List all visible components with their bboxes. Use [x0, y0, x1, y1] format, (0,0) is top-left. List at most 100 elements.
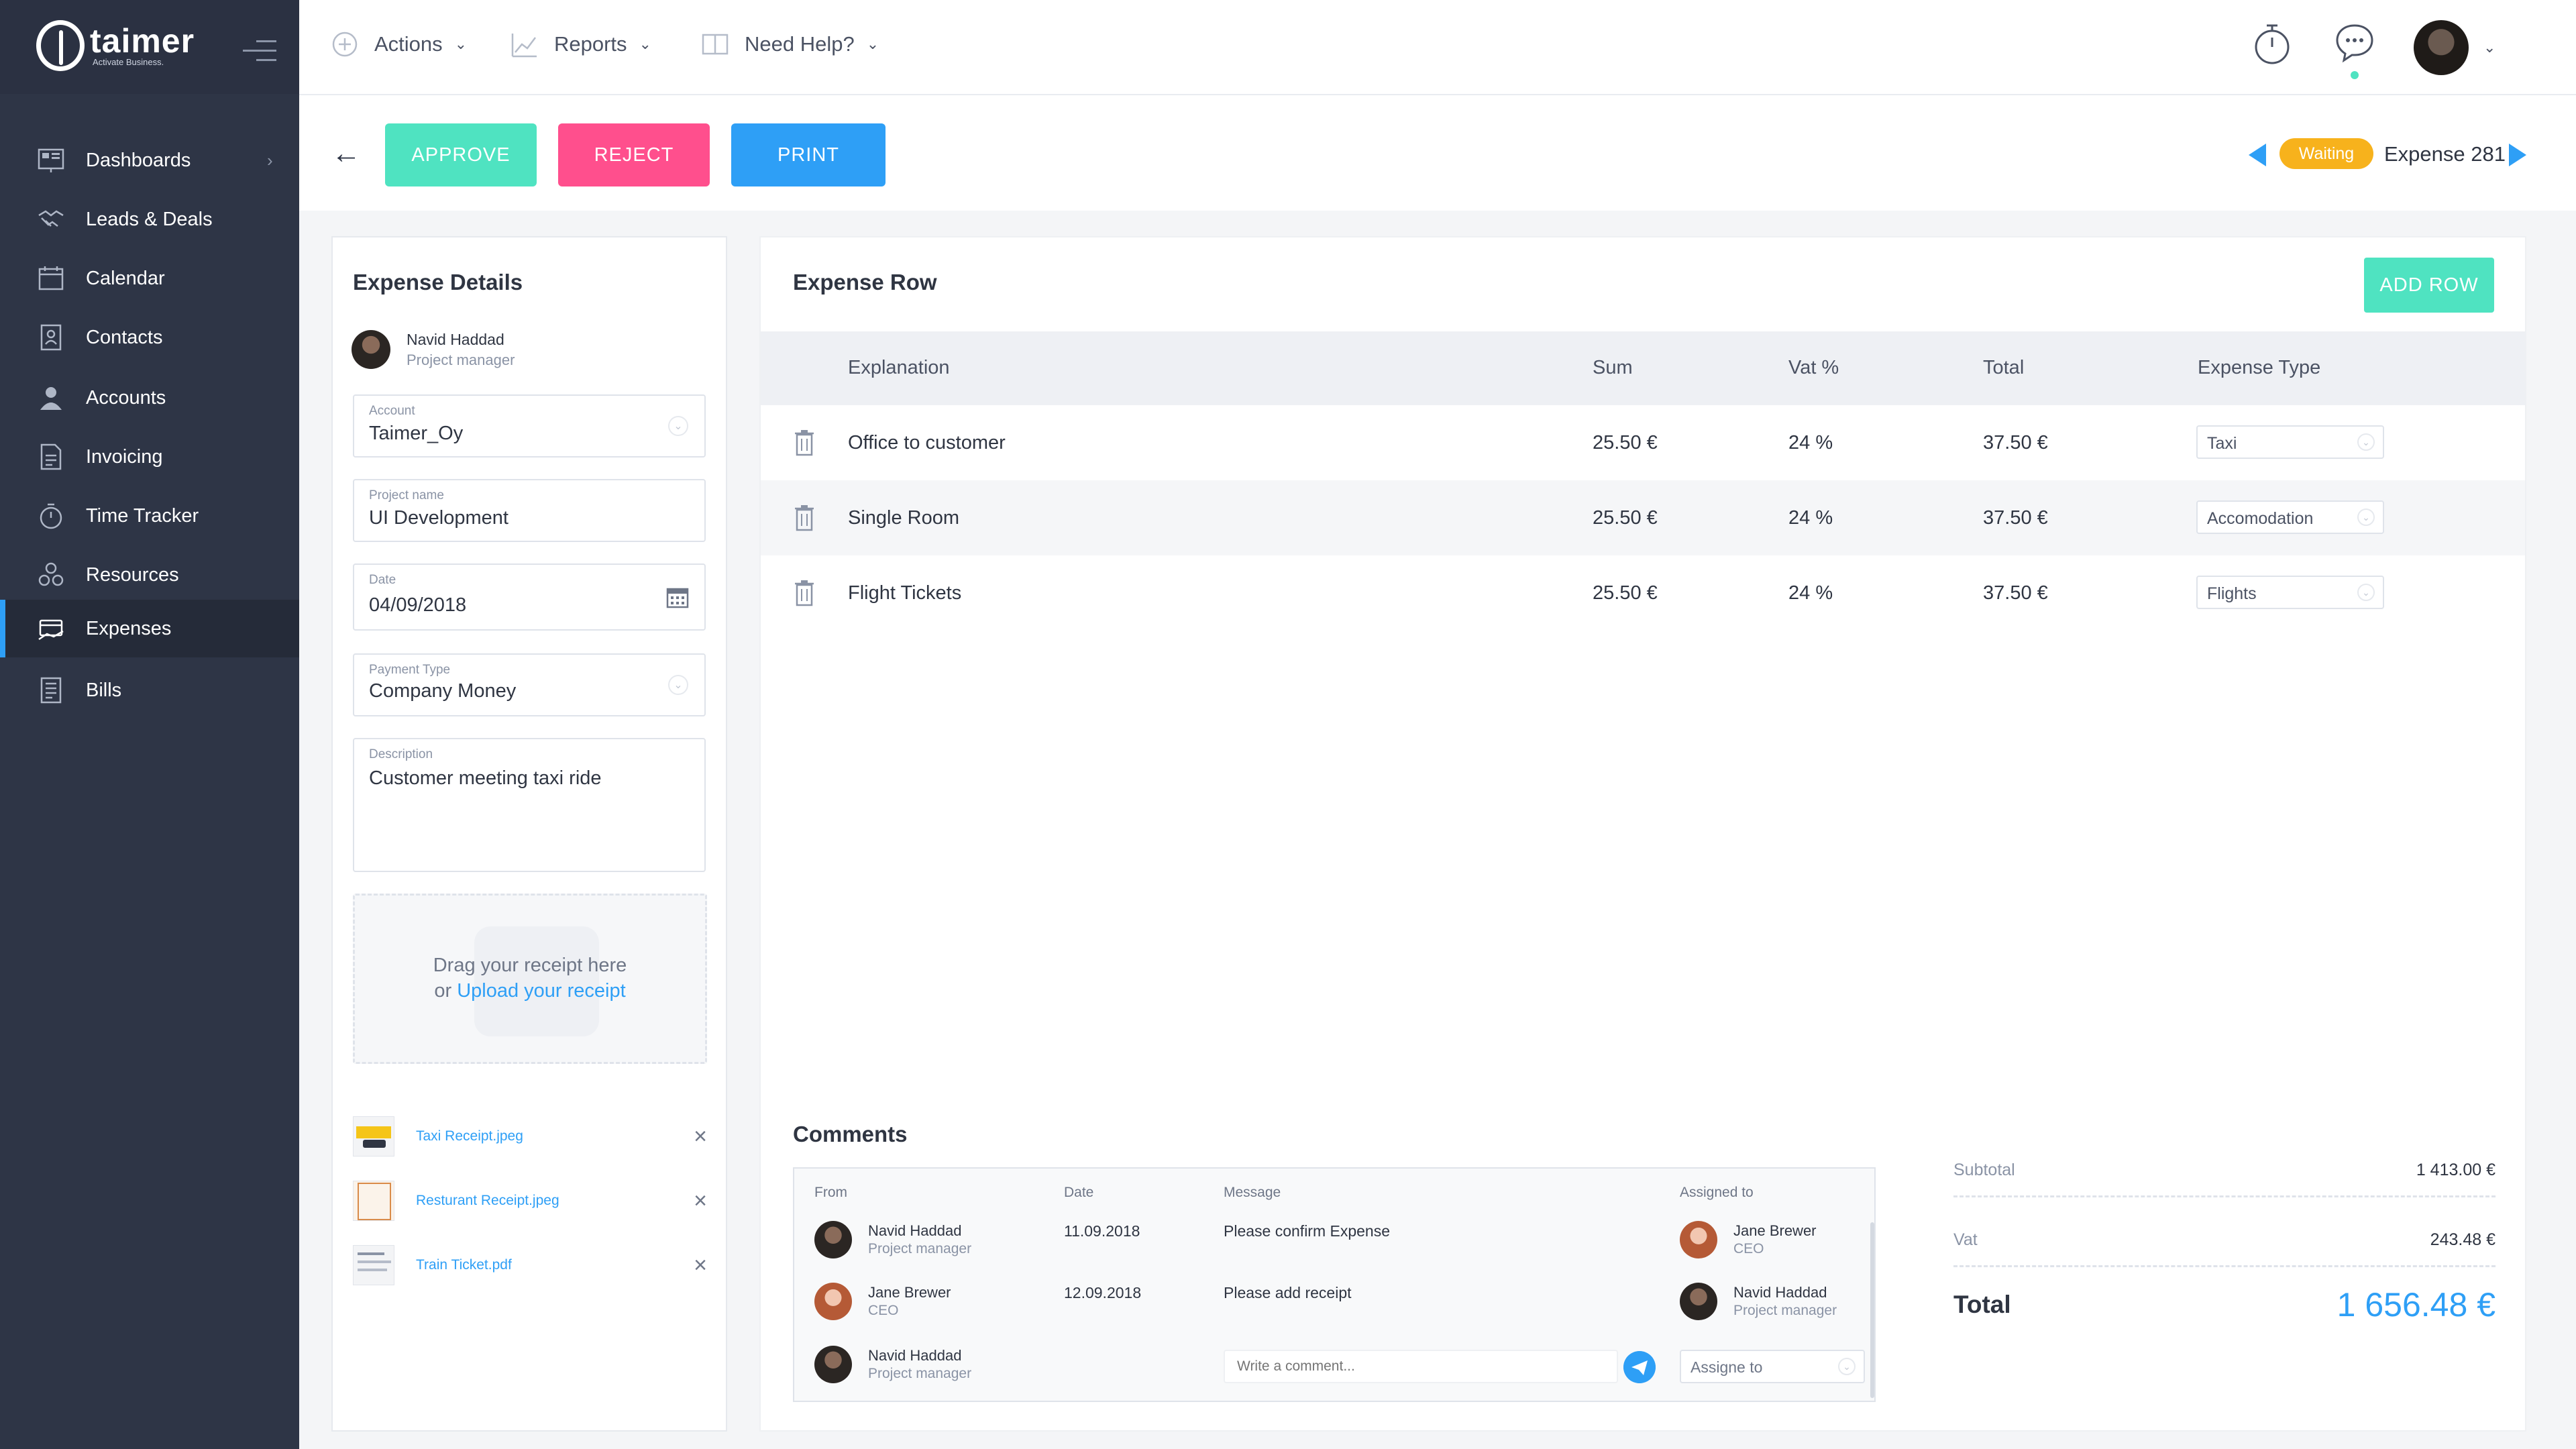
- sidebar-item-label: Bills: [86, 679, 122, 701]
- add-row-button[interactable]: ADD ROW: [2364, 258, 2494, 313]
- dropzone-upload-line: or Upload your receipt: [355, 980, 705, 1002]
- comment-assignee-role: CEO: [1733, 1241, 1764, 1256]
- expense-rows-card: Expense Row ADD ROW Explanation Sum Vat …: [759, 236, 2526, 1432]
- avatar: [352, 330, 390, 369]
- assign-to-select[interactable]: Assigne to ⌄: [1680, 1350, 1865, 1383]
- help-label: Need Help?: [745, 32, 855, 56]
- remove-file-icon[interactable]: ×: [694, 1123, 707, 1149]
- plus-circle-icon: [332, 32, 358, 57]
- previous-expense-icon[interactable]: [2249, 144, 2266, 166]
- expenses-icon: [38, 619, 64, 641]
- upload-receipt-link[interactable]: your receipt: [524, 980, 626, 1002]
- reports-label: Reports: [554, 32, 627, 56]
- sidebar: taimer Activate Business. Dashboards › L…: [0, 0, 299, 1449]
- table-row: Single Room 25.50 € 24 % 37.50 € Accomod…: [761, 480, 2525, 555]
- user-menu[interactable]: ⌄: [2414, 20, 2496, 75]
- date-field[interactable]: Date 04/09/2018: [353, 564, 706, 631]
- sidebar-item-invoicing[interactable]: Invoicing: [0, 428, 299, 486]
- chat-button[interactable]: [2333, 20, 2376, 80]
- project-name-field[interactable]: Project name UI Development: [353, 479, 706, 542]
- trash-icon[interactable]: [794, 429, 814, 456]
- file-name[interactable]: Resturant Receipt.jpeg: [416, 1193, 559, 1208]
- upload-link[interactable]: Upload: [457, 980, 519, 1002]
- sidebar-item-leads-deals[interactable]: Leads & Deals: [0, 191, 299, 248]
- file-name[interactable]: Train Ticket.pdf: [416, 1257, 512, 1273]
- attached-file[interactable]: Taxi Receipt.jpeg ×: [353, 1116, 707, 1157]
- trash-icon[interactable]: [794, 580, 814, 606]
- expense-type-value: Accomodation: [2207, 509, 2314, 528]
- dropzone-or: or: [434, 980, 452, 1002]
- account-select[interactable]: Account Taimer_Oy ⌄: [353, 394, 706, 458]
- chevron-down-icon: ⌄: [866, 36, 879, 52]
- description-field[interactable]: Description Customer meeting taxi ride: [353, 738, 706, 872]
- comment-author-name: Navid Haddad: [868, 1222, 962, 1239]
- comment-input[interactable]: [1224, 1350, 1618, 1383]
- comment-date: 12.09.2018: [1064, 1284, 1142, 1301]
- help-menu[interactable]: Need Help? ⌄: [700, 30, 879, 59]
- description-value: Customer meeting taxi ride: [369, 767, 602, 789]
- sidebar-item-accounts[interactable]: Accounts: [0, 369, 299, 427]
- attached-file[interactable]: Train Ticket.pdf ×: [353, 1245, 707, 1285]
- comment-assignee-name: Navid Haddad: [1733, 1284, 1827, 1301]
- sidebar-item-label: Invoicing: [86, 445, 163, 468]
- row-explanation: Flight Tickets: [848, 582, 962, 604]
- calendar-icon[interactable]: [665, 585, 690, 609]
- comment-author-role: CEO: [868, 1303, 899, 1318]
- expense-type-select[interactable]: Accomodation ⌄: [2196, 500, 2384, 534]
- composer-name: Navid Haddad: [868, 1347, 962, 1364]
- back-arrow-icon[interactable]: ←: [331, 137, 361, 170]
- avatar: [814, 1283, 852, 1320]
- calendar-icon: [38, 266, 64, 290]
- receipt-dropzone[interactable]: Drag your receipt here or Upload your re…: [353, 894, 707, 1064]
- divider: [1953, 1195, 2496, 1197]
- attached-file[interactable]: Resturant Receipt.jpeg ×: [353, 1181, 707, 1221]
- remove-file-icon[interactable]: ×: [694, 1252, 707, 1278]
- sidebar-item-expenses[interactable]: Expenses: [0, 600, 299, 657]
- approve-button[interactable]: APPROVE: [385, 123, 537, 186]
- sidebar-item-label: Resources: [86, 564, 179, 586]
- print-button[interactable]: PRINT: [731, 123, 885, 186]
- app-logo[interactable]: taimer Activate Business.: [36, 20, 195, 71]
- comments-scrollbar[interactable]: [1870, 1222, 1874, 1398]
- next-expense-icon[interactable]: [2509, 144, 2526, 166]
- sidebar-item-calendar[interactable]: Calendar: [0, 250, 299, 307]
- line-chart-icon: [511, 34, 537, 58]
- invoice-icon: [40, 443, 62, 470]
- expense-details-card: Expense Details Navid Haddad Project man…: [331, 236, 727, 1432]
- dashboard-icon: [38, 148, 64, 172]
- taxi-receipt-thumbnail: [353, 1116, 394, 1157]
- comment-assignee: Jane Brewer CEO: [1680, 1221, 1817, 1258]
- expense-type-select[interactable]: Flights ⌄: [2196, 576, 2384, 609]
- table-row: Flight Tickets 25.50 € 24 % 37.50 € Flig…: [761, 555, 2525, 631]
- sidebar-item-time-tracker[interactable]: Time Tracker: [0, 487, 299, 545]
- sidebar-item-resources[interactable]: Resources: [0, 546, 299, 604]
- owner-role: Project manager: [407, 351, 515, 368]
- avatar: [2414, 20, 2469, 75]
- sidebar-item-bills[interactable]: Bills: [0, 661, 299, 719]
- handshake-icon: [38, 210, 64, 227]
- actions-label: Actions: [374, 32, 443, 56]
- chat-bubble-icon: [2336, 24, 2373, 63]
- restaurant-receipt-thumbnail: [353, 1181, 394, 1221]
- file-name[interactable]: Taxi Receipt.jpeg: [416, 1128, 523, 1144]
- reports-menu[interactable]: Reports ⌄: [510, 30, 651, 59]
- remove-file-icon[interactable]: ×: [694, 1187, 707, 1214]
- comments-panel: From Date Message Assigned to Navid Hadd…: [793, 1167, 1876, 1402]
- reject-button[interactable]: REJECT: [558, 123, 710, 186]
- sidebar-item-contacts[interactable]: Contacts: [0, 309, 299, 366]
- book-icon: [702, 34, 729, 55]
- chevron-down-icon: ⌄: [2483, 39, 2496, 56]
- contacts-icon: [40, 324, 62, 351]
- stopwatch-icon[interactable]: [2251, 20, 2293, 67]
- row-total: 37.50 €: [1983, 432, 2048, 453]
- sidebar-item-dashboards[interactable]: Dashboards ›: [0, 131, 299, 189]
- actions-menu[interactable]: Actions ⌄: [330, 30, 467, 59]
- payment-type-select[interactable]: Payment Type Company Money ⌄: [353, 653, 706, 716]
- row-sum: 25.50 €: [1593, 582, 1658, 604]
- expense-owner: Navid Haddad Project manager: [352, 330, 515, 369]
- trash-icon[interactable]: [794, 504, 814, 531]
- menu-toggle-icon[interactable]: [243, 39, 276, 62]
- expense-type-select[interactable]: Taxi ⌄: [2196, 425, 2384, 459]
- send-icon[interactable]: [1623, 1351, 1656, 1383]
- chevron-down-icon: ⌄: [454, 36, 468, 52]
